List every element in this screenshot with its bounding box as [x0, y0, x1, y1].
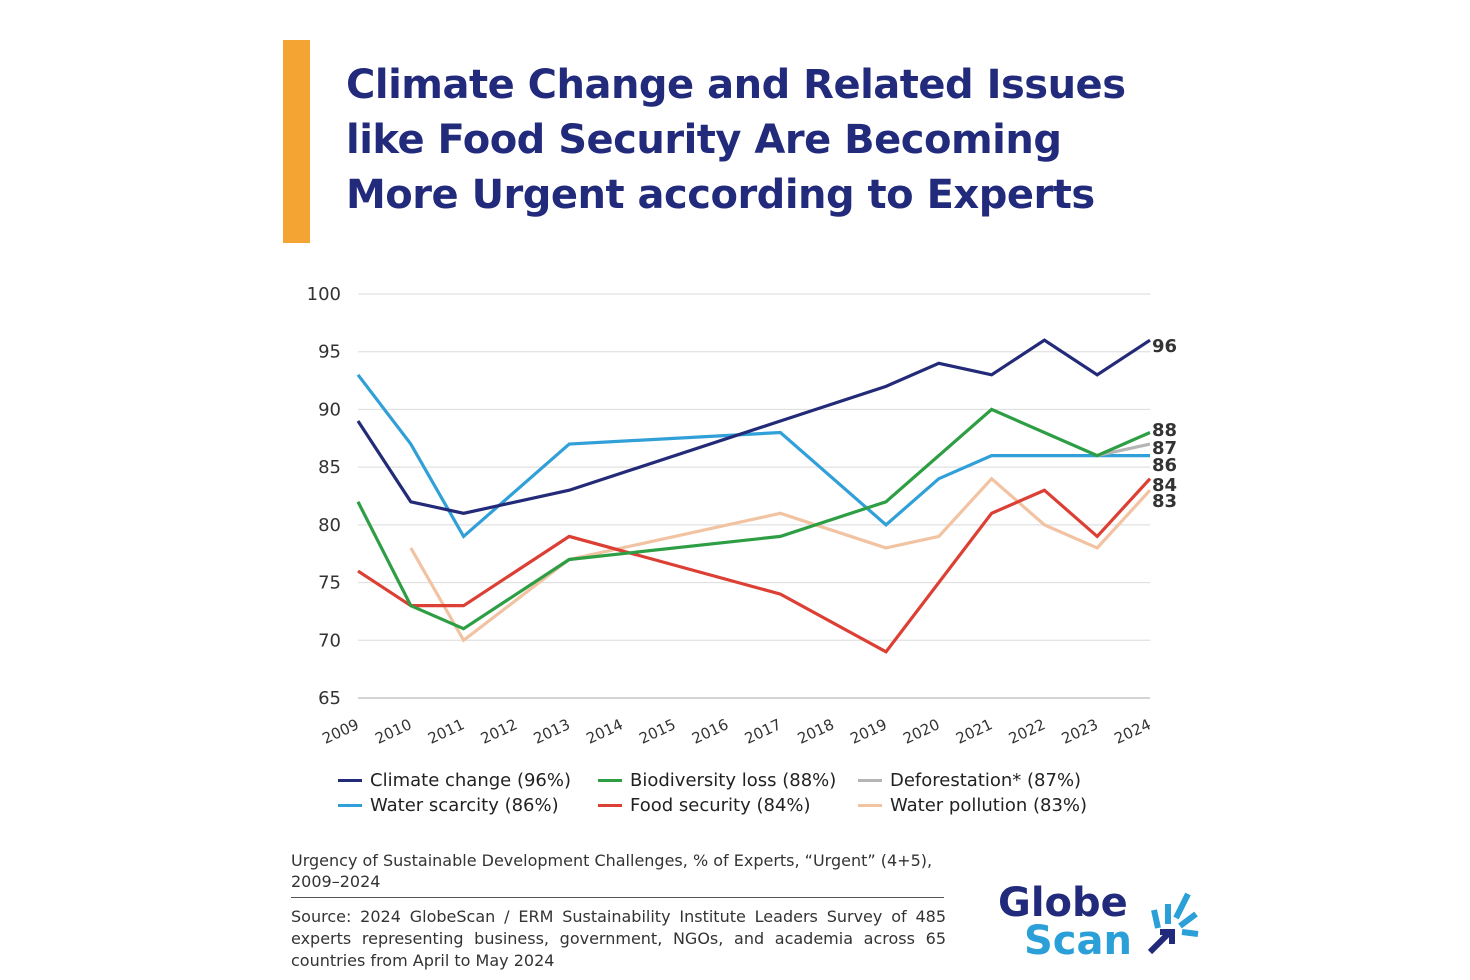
x-tick-label: 2015 — [636, 715, 678, 747]
legend-label: Biodiversity loss (88%) — [630, 770, 837, 791]
series-line-climate-change — [356, 338, 1151, 515]
legend-swatch — [598, 779, 622, 782]
globescan-logo: Globe Scan — [998, 880, 1199, 964]
legend-label: Water scarcity (86%) — [370, 795, 559, 816]
legend-label: Water pollution (83%) — [890, 795, 1088, 816]
legend-item: Water pollution (83%) — [858, 795, 1118, 816]
legend-swatch — [338, 804, 362, 807]
chart-title: Climate Change and Related Issues like F… — [346, 62, 1126, 218]
logo-line2: Scan — [1024, 918, 1132, 964]
x-tick-label: 2011 — [425, 715, 467, 747]
end-value-label: 86 — [1152, 455, 1177, 476]
y-tick-label: 80 — [318, 515, 341, 536]
legend-item: Biodiversity loss (88%) — [598, 770, 858, 791]
end-value-label: 96 — [1152, 336, 1177, 357]
sunburst-icon — [1147, 892, 1199, 955]
y-tick-label: 70 — [318, 630, 341, 651]
x-tick-label: 2023 — [1059, 715, 1101, 747]
legend-item: Water scarcity (86%) — [338, 795, 598, 816]
x-tick-label: 2021 — [953, 715, 995, 747]
x-tick-label: 2020 — [900, 715, 942, 747]
y-tick-label: 85 — [318, 457, 341, 478]
x-tick-label: 2022 — [1006, 715, 1048, 747]
end-value-label: 87 — [1152, 438, 1177, 459]
legend-label: Deforestation* (87%) — [890, 770, 1082, 791]
legend-item: Food security (84%) — [598, 795, 858, 816]
y-tick-label: 90 — [318, 399, 341, 420]
series-line-water-pollution — [409, 476, 1152, 643]
legend-item: Deforestation* (87%) — [858, 770, 1118, 791]
legend-swatch — [338, 779, 362, 782]
end-value-label: 83 — [1152, 491, 1177, 512]
series-line-deforestation- — [1096, 442, 1151, 458]
end-value-label: 84 — [1152, 475, 1177, 496]
x-tick-label: 2010 — [372, 715, 414, 747]
series-line-water-scarcity — [356, 373, 1150, 539]
chart-caption: Urgency of Sustainable Development Chall… — [291, 851, 933, 891]
y-tick-label: 75 — [318, 573, 341, 594]
legend: Climate change (96%) Biodiversity loss (8… — [338, 770, 1118, 816]
divider — [291, 897, 944, 898]
x-tick-label: 2019 — [847, 715, 889, 747]
x-tick-label: 2012 — [478, 715, 520, 747]
y-tick-label: 100 — [307, 284, 341, 305]
end-value-label: 88 — [1152, 420, 1177, 441]
x-tick-label: 2013 — [531, 715, 573, 747]
y-tick-label: 95 — [318, 342, 341, 363]
x-tick-label: 2017 — [742, 715, 784, 747]
x-tick-label: 2018 — [795, 715, 837, 747]
legend-swatch — [858, 804, 882, 807]
legend-swatch — [598, 804, 622, 807]
x-tick-label: 2009 — [319, 715, 361, 747]
legend-label: Food security (84%) — [630, 795, 811, 816]
logo-line1: Globe — [998, 880, 1128, 926]
legend-swatch — [858, 779, 882, 782]
x-tick-label: 2024 — [1111, 715, 1153, 747]
legend-label: Climate change (96%) — [370, 770, 572, 791]
legend-item: Climate change (96%) — [338, 770, 598, 791]
series-line-biodiversity-loss — [356, 407, 1151, 631]
line-chart: 100 95 90 85 80 75 70 65 2009 2010 2011 2012 2013 201… — [307, 284, 1177, 748]
y-tick-label: 65 — [318, 688, 341, 709]
x-tick-label: 2014 — [583, 715, 625, 747]
source-note: Source: 2024 GlobeScan / ERM Sustainabil… — [291, 907, 946, 970]
x-tick-label: 2016 — [689, 715, 731, 747]
accent-bar — [283, 40, 310, 243]
series-line-food-security — [357, 477, 1152, 654]
